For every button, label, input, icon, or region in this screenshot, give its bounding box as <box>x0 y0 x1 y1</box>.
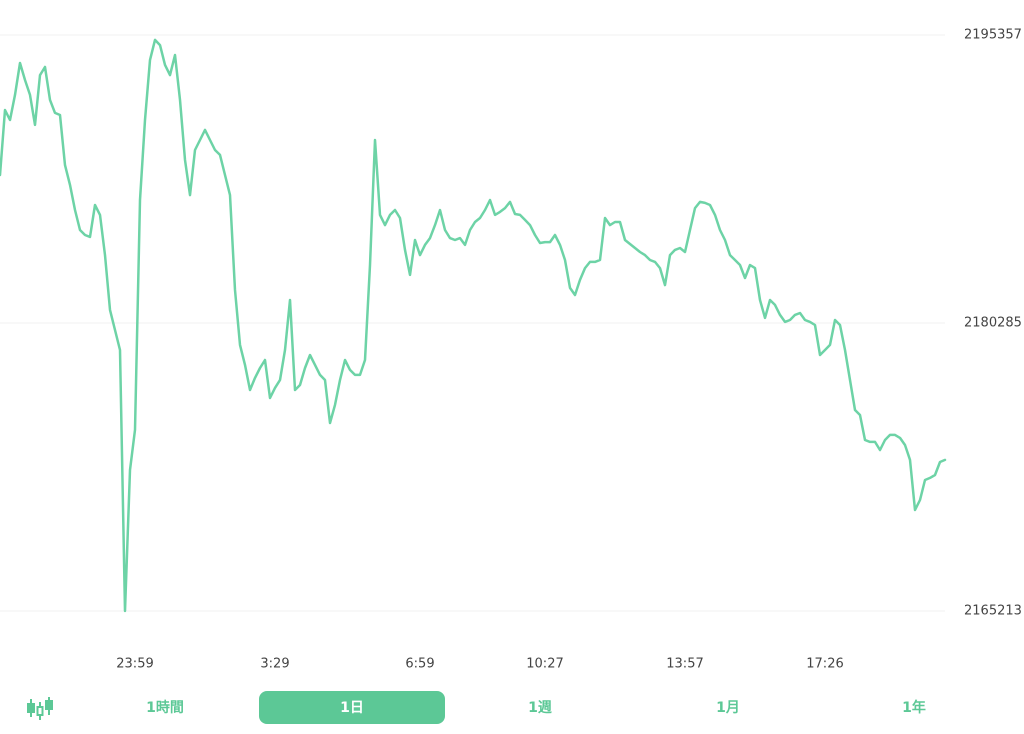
price-line <box>0 38 947 613</box>
x-tick-label: 17:26 <box>806 657 843 672</box>
period-tab[interactable]: 1月 <box>716 700 740 716</box>
chart-type-icon[interactable] <box>27 697 53 720</box>
x-tick-label: 10:27 <box>526 657 563 672</box>
tab-label: 1年 <box>902 699 926 716</box>
tab-label: 1時間 <box>146 699 184 716</box>
active-tab-background <box>259 691 445 724</box>
x-tick-label: 23:59 <box>116 657 153 672</box>
tab-label: 1月 <box>716 700 740 716</box>
y-tick-label: 2195357 <box>964 28 1022 43</box>
y-tick-label: 2165213 <box>964 604 1022 619</box>
period-tab[interactable]: 1日 <box>259 691 445 724</box>
period-tab[interactable]: 1週 <box>528 700 552 716</box>
x-tick-label: 3:29 <box>260 657 289 672</box>
period-tab[interactable]: 1時間 <box>146 699 184 716</box>
y-tick-label: 2180285 <box>964 316 1022 331</box>
x-tick-label: 6:59 <box>405 657 434 672</box>
period-tab[interactable]: 1年 <box>902 699 926 716</box>
tab-label: 1日 <box>340 700 364 716</box>
x-tick-label: 13:57 <box>666 657 703 672</box>
tab-label: 1週 <box>528 700 552 716</box>
